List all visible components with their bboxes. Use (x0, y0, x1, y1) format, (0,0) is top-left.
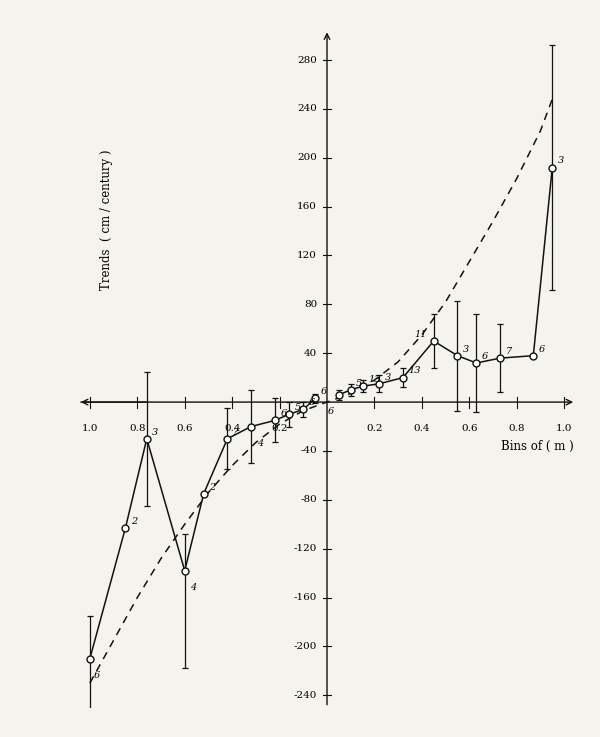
Text: 6: 6 (94, 671, 100, 680)
Text: 7: 7 (506, 347, 512, 356)
Text: -120: -120 (293, 544, 317, 553)
Text: 3: 3 (463, 344, 469, 354)
Text: 6: 6 (539, 344, 545, 354)
Text: 13: 13 (368, 375, 380, 384)
Text: 13: 13 (409, 366, 421, 375)
Text: 5: 5 (295, 403, 301, 412)
Text: 0.8: 0.8 (508, 424, 525, 433)
Text: 3: 3 (558, 156, 564, 165)
Text: 240: 240 (297, 105, 317, 113)
Text: 1.0: 1.0 (556, 424, 572, 433)
Text: 0.6: 0.6 (176, 424, 193, 433)
Text: Bins of ( m ): Bins of ( m ) (501, 440, 574, 453)
Text: 2: 2 (209, 483, 215, 492)
Text: 0.8: 0.8 (129, 424, 146, 433)
Text: -160: -160 (293, 593, 317, 602)
Text: 0.2: 0.2 (271, 424, 288, 433)
Text: Trends  ( cm / century ): Trends ( cm / century ) (100, 149, 113, 290)
Text: 1.0: 1.0 (82, 424, 98, 433)
Text: 6: 6 (320, 387, 327, 397)
Text: -80: -80 (300, 495, 317, 504)
Text: 0.2: 0.2 (366, 424, 383, 433)
Text: -200: -200 (293, 642, 317, 651)
Text: 3: 3 (152, 427, 158, 436)
Text: 6: 6 (482, 352, 488, 361)
Text: 4: 4 (190, 583, 197, 592)
Text: -240: -240 (293, 691, 317, 700)
Text: 200: 200 (297, 153, 317, 162)
Text: 0.6: 0.6 (461, 424, 478, 433)
Text: 11: 11 (414, 330, 427, 339)
Text: 40: 40 (304, 349, 317, 357)
Text: 2: 2 (131, 517, 137, 525)
Text: 3: 3 (385, 373, 391, 382)
Text: 160: 160 (297, 202, 317, 211)
Text: ?: ? (233, 427, 238, 436)
Text: 0.4: 0.4 (413, 424, 430, 433)
Text: 80: 80 (304, 300, 317, 309)
Text: 4: 4 (257, 439, 263, 448)
Text: 280: 280 (297, 55, 317, 65)
Text: 6: 6 (280, 409, 287, 419)
Text: 6: 6 (328, 408, 334, 416)
Text: 5: 5 (356, 379, 362, 388)
Text: 120: 120 (297, 251, 317, 260)
Text: 6: 6 (309, 398, 315, 408)
Text: 0.4: 0.4 (224, 424, 241, 433)
Text: -40: -40 (300, 447, 317, 455)
